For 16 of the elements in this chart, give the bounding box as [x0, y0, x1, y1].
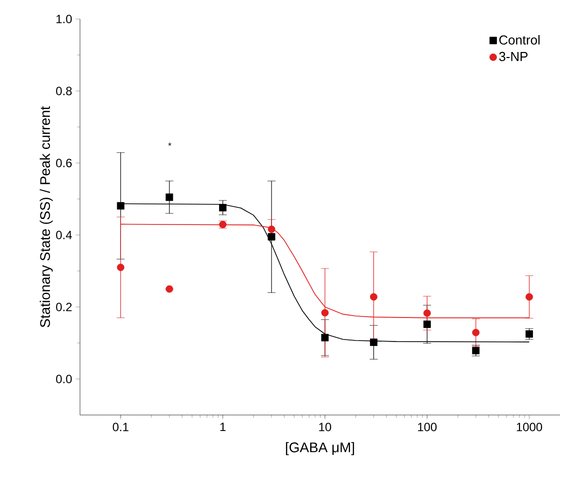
x-tick-label: 1: [220, 422, 226, 431]
annotation: *: [168, 142, 172, 146]
legend-label: 3-NP: [499, 52, 528, 62]
y-tick-label: 0.2: [56, 302, 72, 312]
x-tick-label: 0.1: [112, 422, 128, 432]
y-axis-title: Stationary State (SS) / Peak current: [40, 106, 53, 328]
x-tick-label: 10: [319, 422, 332, 432]
x-tick-label: 100: [418, 422, 437, 432]
y-tick-label: 0.4: [56, 230, 72, 240]
y-tick-label: 0.0: [56, 374, 72, 384]
y-tick-label: 1.0: [56, 14, 72, 24]
x-axis-title: [GABA μM]: [286, 442, 354, 456]
legend-label: Control: [499, 35, 540, 45]
y-tick-label: 0.8: [56, 86, 72, 96]
y-tick-label: 0.6: [56, 158, 72, 168]
x-tick-label: 1000: [516, 422, 542, 432]
